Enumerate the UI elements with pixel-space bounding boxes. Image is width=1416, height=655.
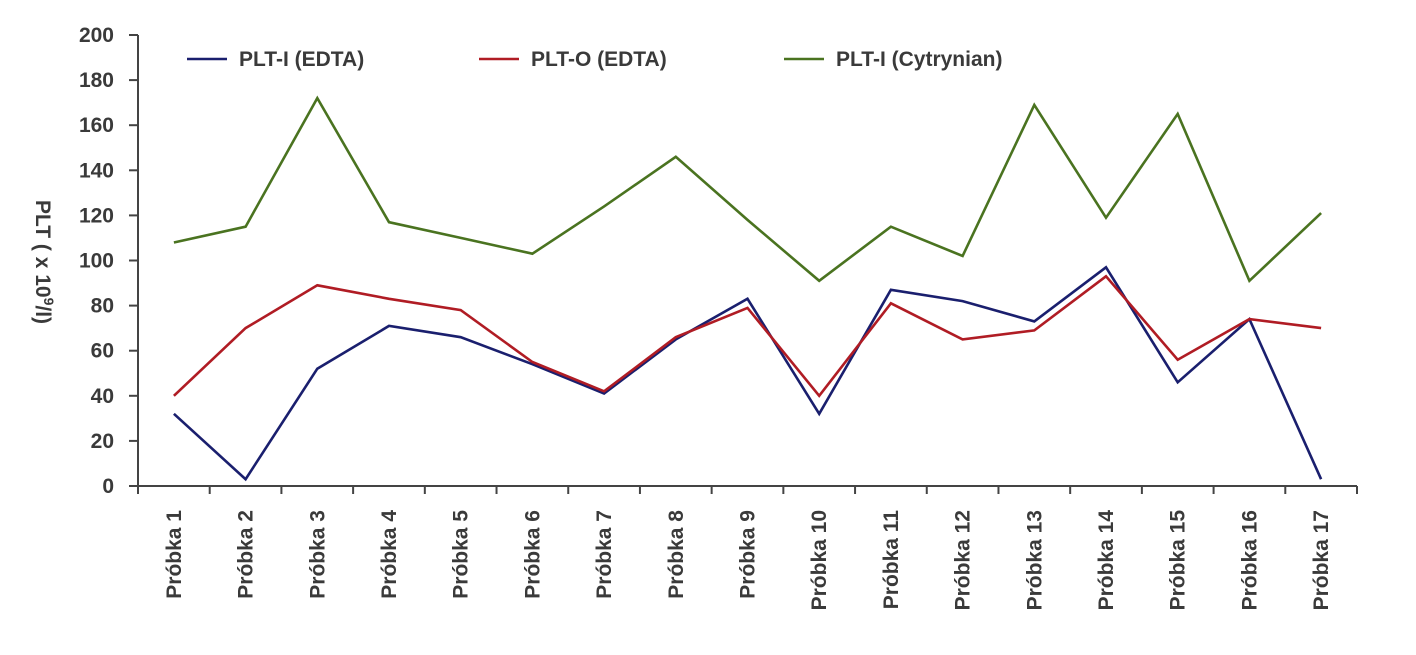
y-tick-label: 0 [102,475,114,498]
x-tick-label: Próbka 4 [378,510,401,599]
x-tick-label: Próbka 16 [1238,510,1261,610]
x-tick-label: Próbka 14 [1095,510,1118,611]
y-tick-label: 140 [79,159,114,182]
x-tick-label: Próbka 13 [1023,510,1046,610]
y-tick-label: 40 [91,385,114,408]
legend-label: PLT-I (Cytrynian) [836,48,1002,71]
x-tick-label: Próbka 3 [306,510,329,599]
x-tick-label: Próbka 6 [521,510,544,599]
y-axis: 0 20 40 60 80 100 120 140 160 180 200 [79,24,139,498]
x-tick-label: Próbka 2 [235,510,258,599]
y-tick-label: 160 [79,114,114,137]
legend-label: PLT-O (EDTA) [531,48,667,71]
x-tick-label: Próbka 9 [737,510,760,599]
y-axis-label: PLT ( x 109/l) [31,200,57,324]
y-axis-label-unit: /l) [31,305,54,324]
y-tick-label: 200 [79,24,114,47]
series-layer [173,95,1323,482]
y-tick-label: 80 [91,295,114,318]
y-tick-label: 100 [79,250,114,273]
y-tick-label: 180 [79,69,114,92]
x-axis: Próbka 1 Próbka 2 Próbka 3 Próbka 4 Próbka 5… [137,485,1358,611]
x-tick-label: Próbka 15 [1167,510,1190,611]
x-tick-label: Próbka 17 [1310,510,1333,610]
legend: PLT-I (EDTA) PLT-O (EDTA) PLT-I (Cytrynian… [187,48,1002,71]
series-line-3 [173,95,1322,284]
series-line-2 [173,274,1322,398]
x-tick-label: Próbka 5 [450,510,473,599]
y-axis-label-superscript: 9 [41,298,57,306]
y-tick-label: 60 [91,340,114,363]
legend-label: PLT-I (EDTA) [239,48,364,71]
x-tick-label: Próbka 11 [880,510,903,610]
x-tick-label: Próbka 10 [808,510,831,610]
x-tick-label: Próbka 8 [665,510,688,599]
y-tick-label: 120 [79,204,114,227]
x-tick-label: Próbka 12 [952,510,975,610]
y-tick-label: 20 [91,430,114,453]
x-tick-label: Próbka 1 [163,510,186,599]
y-axis-label-main: PLT ( x 10 [31,200,54,298]
series-line-1 [173,265,1323,482]
x-tick-label: Próbka 7 [593,510,616,599]
